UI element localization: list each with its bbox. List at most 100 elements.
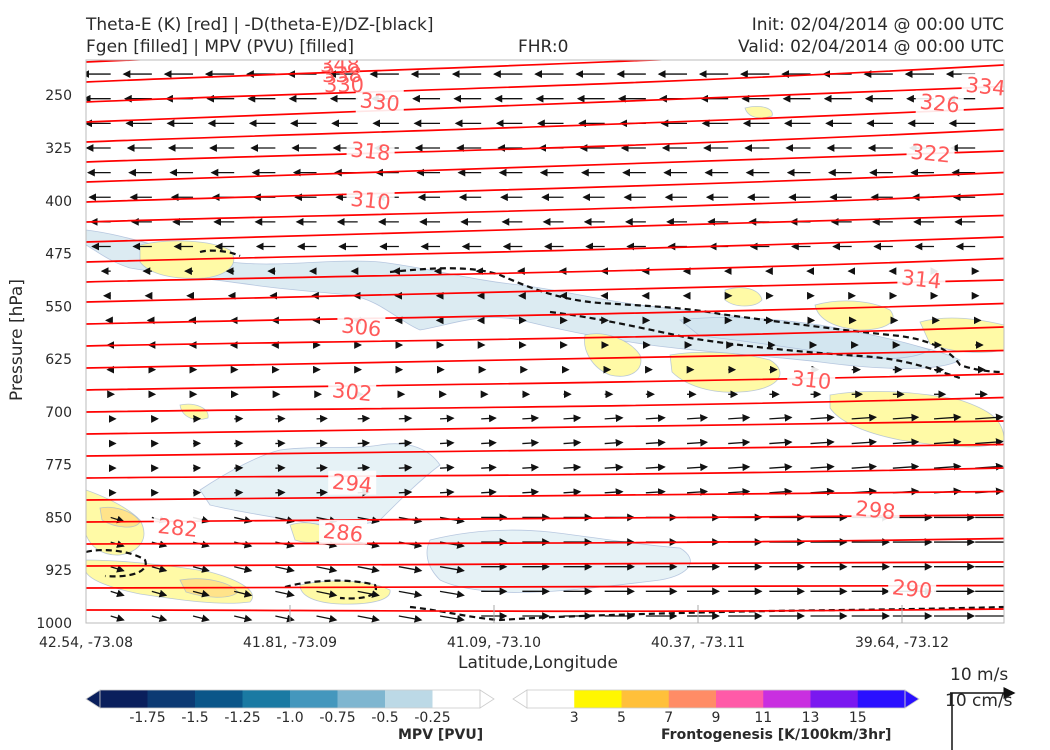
wind-vector: [975, 413, 1004, 422]
wind-vector: [316, 414, 328, 423]
wind-vector: [481, 488, 497, 497]
wind-vector: [192, 565, 210, 573]
wind-vector: [686, 438, 709, 447]
theta-e-contour: [86, 584, 1004, 589]
dashed-contour: [199, 249, 241, 258]
wind-vector: [110, 614, 125, 622]
y-tick-label: 400: [45, 194, 72, 210]
mpv-colorbar: -1.75 -1.5 -1.25 -1.0 -0.75 -0.5 -0.25: [85, 689, 495, 726]
theta-e-label: 326: [919, 90, 961, 118]
colorbar-swatch: [527, 690, 575, 708]
wind-vector: [686, 488, 709, 496]
init-time: Init: 02/04/2014 @ 00:00 UTC: [751, 15, 1004, 35]
wind-vector: [728, 463, 751, 472]
y-tick-label: 325: [45, 141, 72, 157]
colorbar-swatch: [290, 690, 338, 708]
y-tick-label: 700: [45, 405, 72, 421]
wind-vector: [604, 488, 624, 496]
filled-contours: [86, 106, 1004, 605]
wind-vector: [522, 414, 540, 423]
filled-region: [744, 106, 773, 119]
wind-vector: [686, 463, 709, 472]
y-tick-label: 625: [45, 352, 72, 368]
x-tick-label: 39.64, -73.12: [855, 635, 949, 651]
wind-vector: [933, 462, 962, 471]
wind-vector: [398, 439, 413, 448]
theta-e-label: 338: [322, 63, 362, 87]
colorbar-swatch: [242, 690, 291, 708]
wind-vector: [357, 565, 380, 574]
theta-e-label-bg: [906, 140, 955, 165]
wind-vector: [357, 464, 371, 472]
wind-vector: [234, 565, 253, 573]
theta-e-label: 282: [157, 514, 199, 542]
wind-vector: [604, 414, 624, 423]
wind-vector: [439, 615, 465, 623]
theta-e-contour: [86, 373, 1004, 391]
theta-e-label-bg: [153, 514, 202, 539]
theta-e-contour: [86, 64, 1004, 103]
colorbar-tick-label: -1.0: [276, 710, 303, 726]
colorbar-swatch: [716, 690, 764, 708]
theta-e-contour: [86, 349, 1004, 369]
theta-e-contour: [86, 326, 1004, 347]
theta-e-contour: [86, 302, 1004, 325]
theta-e-labels: 334 330 326 318 322 310 314 306 310 302 294 298 286 2…: [153, 60, 1006, 603]
stability-contours: [86, 249, 1004, 622]
colorbar-outline: [526, 689, 906, 709]
wind-vector: [604, 438, 624, 447]
wind-vector: [439, 439, 455, 448]
wind-vector: [439, 565, 465, 574]
y-tick-label: 250: [45, 88, 72, 104]
theta-e-label: 310: [349, 187, 391, 215]
plot-frame: [85, 59, 1005, 624]
theta-e-contour: [86, 193, 1004, 223]
colorbar-swatch: [621, 690, 670, 708]
wind-vector: [439, 414, 455, 423]
theta-e-label-bg: [787, 367, 836, 392]
colorbar-tick-label: -0.75: [319, 710, 355, 726]
theta-e-label: 298: [854, 496, 896, 524]
wind-vector: [563, 488, 582, 497]
y-tick-label: 925: [45, 563, 72, 579]
dashed-contour: [549, 310, 961, 380]
theta-e-contour: [86, 420, 1004, 435]
wind-vector: [275, 590, 295, 598]
theta-e-contour: [86, 396, 1004, 413]
colorbar-arrow-high: [479, 689, 495, 709]
theta-e-label-bg: [897, 266, 946, 291]
theta-e-label: 314: [900, 266, 942, 294]
theta-e-label: 330: [324, 73, 364, 97]
theta-e-label: 294: [331, 470, 373, 498]
wind-vector: [522, 439, 540, 447]
filled-region: [814, 300, 894, 331]
wind-vector: [192, 614, 210, 623]
wind-vector: [563, 439, 582, 447]
theta-e-contour: [86, 467, 1004, 479]
theta-e-contour: [86, 214, 1004, 243]
wind-vector: [316, 565, 338, 574]
wind-vector: [398, 488, 413, 497]
colorbar-swatch: [195, 690, 243, 708]
valid-time: Valid: 02/04/2014 @ 00:00 UTC: [738, 37, 1004, 57]
colorbar-tick-label: -1.5: [181, 710, 208, 726]
colorbar-swatch: [574, 690, 622, 708]
theta-e-label: 334: [964, 73, 1006, 101]
wind-vector: [522, 488, 540, 497]
wind-vector: [110, 589, 125, 598]
theta-e-contour: [86, 150, 1004, 183]
wind-vector: [933, 438, 962, 447]
colorbar-outline: [99, 689, 481, 709]
theta-e-contour: [86, 279, 1004, 303]
mpv-colorbar-label: MPV [PVU]: [398, 727, 484, 743]
wind-vector: [110, 565, 125, 573]
wind-vector: [851, 413, 878, 422]
wind-vector: [398, 614, 423, 623]
y-tick-label: 850: [45, 510, 72, 526]
wind-vector: [316, 614, 338, 623]
y-axis-label: Pressure [hPa]: [7, 279, 27, 401]
wind-vector: [192, 589, 210, 598]
filled-region: [724, 287, 763, 307]
wind-vector: [357, 590, 380, 598]
